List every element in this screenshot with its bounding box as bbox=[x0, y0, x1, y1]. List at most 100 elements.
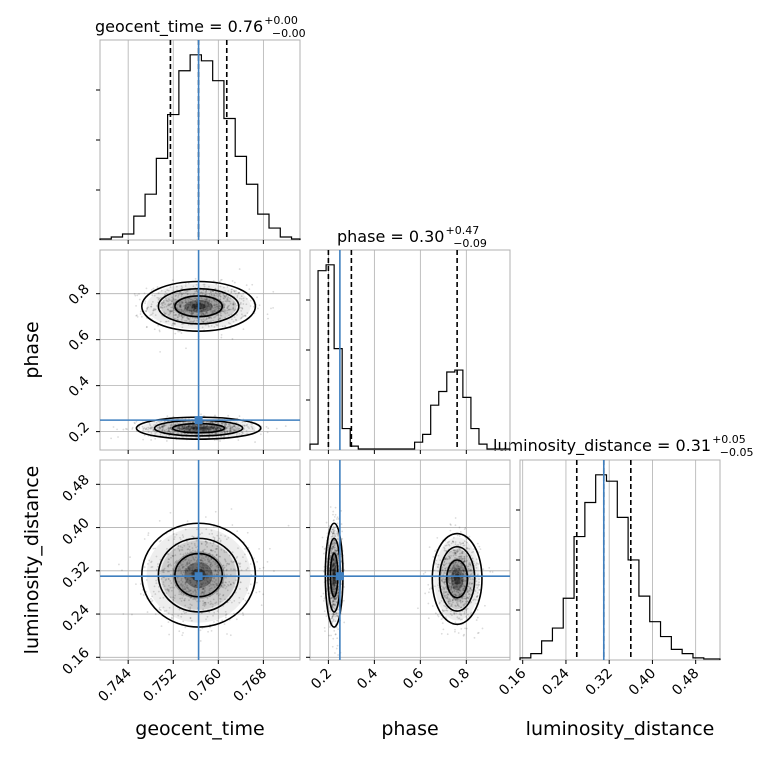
scatter-geocent_time-vs-phase-point bbox=[227, 308, 230, 311]
scatter-geocent_time-vs-phase-point bbox=[171, 310, 174, 313]
scatter-geocent_time-vs-luminosity_distance-point bbox=[170, 616, 173, 619]
scatter-geocent_time-vs-phase-point bbox=[183, 311, 185, 314]
scatter-geocent_time-vs-phase-point bbox=[168, 309, 171, 312]
scatter-geocent_time-vs-phase-point bbox=[200, 303, 203, 306]
scatter-geocent_time-vs-phase-point bbox=[188, 311, 191, 314]
scatter-geocent_time-vs-phase-point bbox=[184, 320, 186, 322]
scatter-phase-vs-luminosity_distance-point bbox=[463, 528, 466, 531]
scatter-geocent_time-vs-phase-point bbox=[192, 312, 195, 314]
scatter-geocent_time-vs-luminosity_distance-point bbox=[214, 510, 217, 513]
scatter-geocent_time-vs-phase-point bbox=[177, 318, 179, 321]
scatter-geocent_time-vs-phase-point bbox=[192, 309, 195, 312]
scatter-geocent_time-vs-phase-point bbox=[184, 301, 187, 304]
scatter-phase-vs-luminosity_distance-point bbox=[440, 618, 443, 621]
scatter-geocent_time-vs-phase-point bbox=[158, 298, 161, 300]
scatter-geocent_time-vs-phase-point bbox=[181, 302, 184, 304]
scatter-geocent_time-vs-luminosity_distance-point bbox=[152, 547, 155, 550]
scatter-geocent_time-vs-phase-point bbox=[215, 300, 218, 303]
scatter-geocent_time-vs-phase-point bbox=[174, 295, 177, 297]
scatter-geocent_time-vs-luminosity_distance-point bbox=[146, 611, 149, 613]
scatter-geocent_time-vs-phase-point bbox=[178, 313, 181, 316]
scatter-geocent_time-vs-phase-point bbox=[198, 302, 201, 305]
scatter-geocent_time-vs-phase-point bbox=[173, 322, 176, 325]
scatter-geocent_time-vs-phase-point bbox=[151, 301, 154, 303]
scatter-geocent_time-vs-luminosity_distance-point bbox=[131, 613, 133, 616]
scatter-geocent_time-vs-phase-point bbox=[215, 303, 218, 306]
scatter-geocent_time-vs-phase-point bbox=[186, 306, 189, 309]
scatter-phase-vs-luminosity_distance-point bbox=[321, 536, 324, 539]
scatter-geocent_time-vs-phase-point bbox=[237, 292, 240, 295]
scatter-geocent_time-vs-phase-point bbox=[233, 290, 236, 293]
scatter-phase-vs-luminosity_distance-point bbox=[440, 632, 443, 635]
scatter-geocent_time-vs-phase-point bbox=[188, 297, 190, 300]
scatter-geocent_time-vs-phase-point bbox=[223, 295, 226, 298]
scatter-geocent_time-vs-phase-point bbox=[174, 332, 177, 335]
scatter-geocent_time-vs-phase-point bbox=[202, 320, 205, 323]
scatter-geocent_time-vs-phase-point bbox=[173, 300, 176, 302]
scatter-geocent_time-vs-luminosity_distance-point bbox=[182, 631, 184, 634]
scatter-geocent_time-vs-phase-point bbox=[213, 294, 216, 296]
scatter-geocent_time-vs-phase-point bbox=[186, 317, 189, 320]
scatter-geocent_time-vs-luminosity_distance-point bbox=[150, 597, 152, 600]
scatter-phase-vs-luminosity_distance-point bbox=[340, 523, 343, 525]
scatter-geocent_time-vs-phase-point bbox=[195, 303, 198, 306]
scatter-geocent_time-vs-phase-point bbox=[190, 303, 192, 305]
scatter-phase-vs-luminosity_distance-point bbox=[475, 619, 478, 621]
scatter-geocent_time-vs-phase-point bbox=[203, 301, 206, 304]
scatter-geocent_time-vs-luminosity_distance-point bbox=[169, 511, 172, 514]
scatter-geocent_time-vs-phase-point bbox=[180, 314, 183, 317]
scatter-geocent_time-vs-phase-point bbox=[222, 294, 225, 297]
scatter-geocent_time-vs-phase-point bbox=[204, 308, 207, 311]
scatter-geocent_time-vs-phase-point bbox=[219, 317, 221, 320]
scatter-geocent_time-vs-phase-point bbox=[135, 304, 137, 307]
scatter-geocent_time-vs-phase-point bbox=[139, 313, 142, 315]
scatter-geocent_time-vs-phase-point bbox=[229, 308, 232, 311]
scatter-geocent_time-vs-phase-point bbox=[184, 285, 187, 287]
scatter-geocent_time-vs-phase-point bbox=[204, 301, 207, 304]
scatter-geocent_time-vs-luminosity_distance-point bbox=[213, 621, 215, 623]
scatter-phase-vs-luminosity_distance-point bbox=[323, 626, 326, 629]
scatter-geocent_time-vs-phase-point bbox=[174, 323, 176, 326]
scatter-geocent_time-vs-phase-point bbox=[204, 308, 207, 311]
scatter-geocent_time-vs-phase-point bbox=[267, 427, 270, 430]
scatter-geocent_time-vs-phase-point bbox=[193, 319, 196, 322]
scatter-geocent_time-vs-luminosity_distance-point bbox=[230, 508, 233, 510]
scatter-phase-vs-luminosity_distance-point bbox=[335, 647, 338, 650]
scatter-geocent_time-vs-phase-point bbox=[209, 291, 212, 293]
scatter-geocent_time-vs-phase-point bbox=[187, 282, 190, 285]
scatter-phase-vs-luminosity_distance-point bbox=[463, 633, 466, 636]
scatter-geocent_time-vs-phase-point bbox=[178, 313, 180, 316]
scatter-geocent_time-vs-phase-point bbox=[199, 307, 202, 310]
scatter-geocent_time-vs-phase-point bbox=[265, 425, 268, 428]
scatter-geocent_time-vs-phase-point bbox=[136, 294, 139, 297]
scatter-geocent_time-vs-phase-point bbox=[200, 291, 203, 294]
scatter-geocent_time-vs-phase-point bbox=[166, 415, 169, 418]
scatter-geocent_time-vs-phase-point bbox=[222, 297, 225, 299]
scatter-phase-vs-luminosity_distance-point bbox=[454, 628, 456, 631]
scatter-geocent_time-vs-phase-point bbox=[219, 312, 222, 315]
scatter-geocent_time-vs-phase-point bbox=[194, 317, 197, 320]
scatter-geocent_time-vs-luminosity_distance-point bbox=[181, 634, 184, 637]
scatter-geocent_time-vs-phase-point bbox=[187, 317, 190, 320]
scatter-geocent_time-vs-phase-point bbox=[221, 310, 224, 313]
scatter-geocent_time-vs-phase-point bbox=[110, 437, 113, 440]
scatter-phase-vs-luminosity_distance-point bbox=[436, 537, 439, 539]
hist-luminosity_distance-xticklabel-3: 0.40 bbox=[626, 666, 659, 699]
scatter-phase-vs-luminosity_distance-point bbox=[434, 612, 437, 615]
scatter-geocent_time-vs-phase-point bbox=[204, 303, 207, 305]
scatter-geocent_time-vs-phase-point bbox=[245, 284, 248, 287]
scatter-geocent_time-vs-phase-point bbox=[190, 298, 193, 301]
scatter-geocent_time-vs-phase-point bbox=[228, 304, 231, 307]
scatter-geocent_time-vs-phase-point bbox=[186, 307, 188, 310]
scatter-geocent_time-vs-phase-point bbox=[184, 310, 187, 313]
scatter-geocent_time-vs-phase-point bbox=[210, 306, 213, 309]
scatter-phase-vs-luminosity_distance-point bbox=[332, 510, 335, 513]
scatter-geocent_time-vs-luminosity_distance-point bbox=[186, 520, 189, 523]
scatter-geocent_time-vs-phase-point bbox=[220, 333, 223, 336]
scatter-geocent_time-vs-luminosity_distance-yticklabel-4: 0.48 bbox=[59, 472, 92, 505]
scatter-geocent_time-vs-phase-point bbox=[246, 312, 249, 314]
scatter-geocent_time-vs-phase-point bbox=[179, 304, 182, 307]
scatter-geocent_time-vs-phase-point bbox=[202, 304, 205, 307]
scatter-geocent_time-vs-phase-point bbox=[189, 294, 192, 297]
